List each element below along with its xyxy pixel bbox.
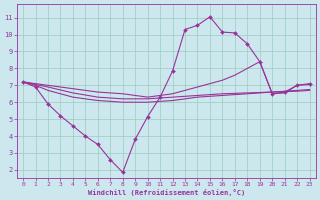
- X-axis label: Windchill (Refroidissement éolien,°C): Windchill (Refroidissement éolien,°C): [88, 189, 245, 196]
